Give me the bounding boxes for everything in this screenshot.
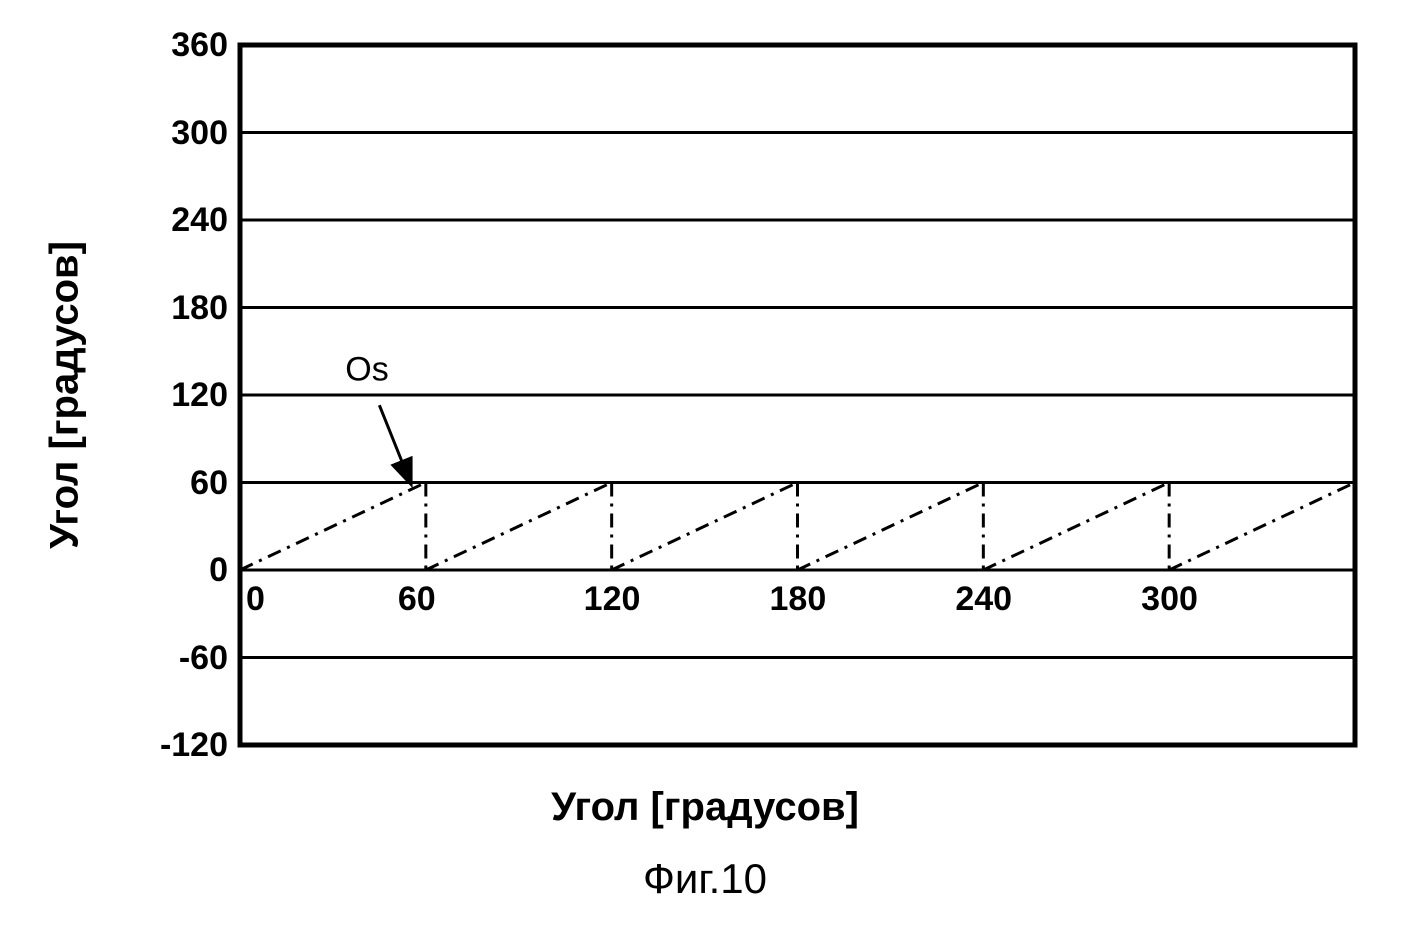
y-axis-label: Угол [градусов] — [43, 241, 88, 549]
series-os-segment — [612, 483, 798, 571]
series-os-segment — [798, 483, 984, 571]
x-axis-label: Угол [градусов] — [50, 785, 1360, 830]
y-tick-label: 240 — [171, 201, 228, 240]
chart-container: Угол [градусов] Os -120 -60 0 60 120 180 240 30… — [50, 20, 1360, 920]
x-tick-label: 180 — [770, 580, 827, 619]
y-tick-label: -120 — [160, 726, 228, 765]
series-os-segment — [1169, 483, 1355, 571]
x-tick-label: 120 — [584, 580, 641, 619]
y-tick-label: 120 — [171, 376, 228, 415]
series-os-segment — [426, 483, 612, 571]
x-tick-label: 240 — [955, 580, 1012, 619]
y-tick-label: 0 — [209, 551, 228, 590]
y-tick-label: 360 — [171, 26, 228, 65]
x-tick-label: 60 — [398, 580, 436, 619]
annotation-arrow — [379, 405, 410, 482]
y-tick-label: 300 — [171, 114, 228, 153]
x-tick-label: 0 — [246, 580, 265, 619]
series-os-segment — [983, 483, 1169, 571]
y-tick-label: -60 — [179, 639, 228, 678]
annotation-label: Os — [345, 350, 388, 388]
series-os-segment — [240, 483, 426, 571]
figure-caption: Фиг.10 — [50, 855, 1360, 903]
y-tick-label: 180 — [171, 289, 228, 328]
y-tick-label: 60 — [190, 464, 228, 503]
x-tick-label: 300 — [1141, 580, 1198, 619]
plot-area: Os — [50, 20, 1365, 755]
